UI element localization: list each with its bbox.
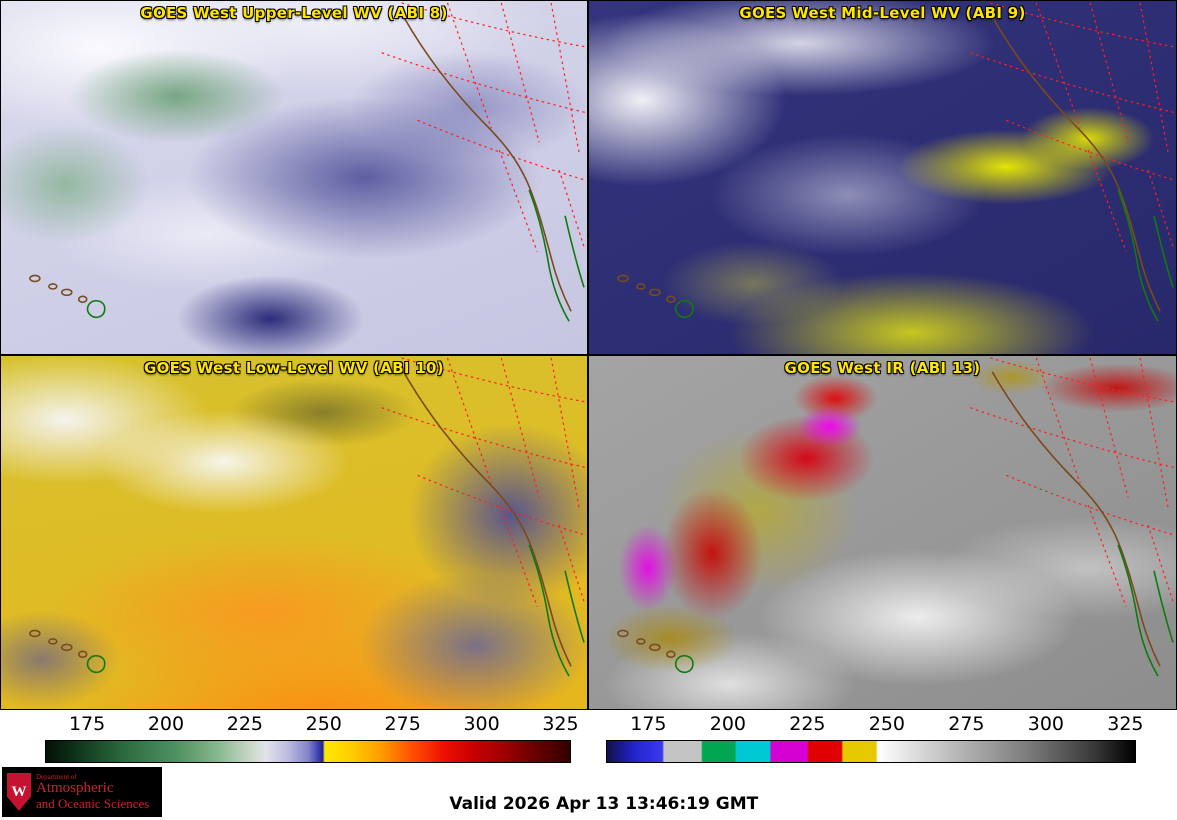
wv-colorbar-block: 175 200 225 250 275 300 325	[45, 710, 579, 763]
ir-colorbar-block: 175 200 225 250 275 300 325	[606, 710, 1144, 763]
panel-title-abi13: GOES West IR (ABI 13)	[784, 359, 981, 377]
wv-colorbar	[45, 740, 571, 763]
logo-dept-prefix: Department of	[36, 772, 77, 781]
logo-text: Department of Atmospheric and Oceanic Sc…	[36, 772, 150, 811]
hawaii-islands	[617, 629, 676, 659]
tick-label: 325	[542, 713, 579, 735]
satellite-panel-grid: GOES West Upper-Level WV (ABI 8) G	[0, 0, 1177, 710]
coastlines	[617, 371, 1174, 677]
satellite-imagery-abi13	[589, 356, 1176, 709]
hawaii-islands	[29, 629, 88, 659]
satellite-imagery-abi9	[589, 1, 1176, 354]
panel-mid-level-wv: GOES West Mid-Level WV (ABI 9)	[588, 0, 1177, 355]
aos-department-logo: W Department of Atmospheric and Oceanic …	[2, 767, 162, 817]
valid-timestamp: Valid 2026 Apr 13 13:46:19 GMT	[449, 794, 759, 814]
panel-title-abi9: GOES West Mid-Level WV (ABI 9)	[739, 4, 1026, 22]
tick-label: 225	[789, 713, 826, 735]
wv-colorbar-ticks: 175 200 225 250 275 300 325	[45, 710, 579, 740]
graticule-lines	[970, 357, 1175, 607]
map-overlay-icon	[617, 2, 1175, 322]
tick-label: 175	[630, 713, 667, 735]
satellite-imagery-abi8	[1, 1, 587, 354]
ir-colorbar	[606, 740, 1136, 763]
hawaii-islands	[29, 274, 88, 304]
tick-label: 300	[463, 713, 500, 735]
graticule-lines	[970, 2, 1175, 252]
tick-label: 300	[1027, 713, 1065, 735]
panel-ir: GOES West IR (ABI 13)	[588, 355, 1177, 710]
tick-label: 275	[948, 713, 985, 735]
bottom-strip: 175 200 225 250 275 300 325 175 200 225 …	[0, 710, 1177, 820]
graticule-lines	[381, 2, 586, 252]
uw-crest-icon: W	[7, 773, 31, 811]
map-overlay-icon	[29, 2, 586, 322]
tick-label: 250	[305, 713, 342, 735]
panel-low-level-wv: GOES West Low-Level WV (ABI 10)	[0, 355, 588, 710]
satellite-imagery-abi10	[1, 356, 587, 709]
logo-line2: and Oceanic Sciences	[36, 795, 150, 811]
tick-label: 325	[1107, 713, 1144, 735]
panel-upper-level-wv: GOES West Upper-Level WV (ABI 8)	[0, 0, 588, 355]
graticule-lines	[381, 357, 586, 607]
logo-line1: Atmospheric	[36, 779, 114, 796]
tick-label: 200	[147, 713, 185, 735]
panel-title-abi10: GOES West Low-Level WV (ABI 10)	[144, 359, 444, 377]
tick-label: 200	[709, 713, 747, 735]
coastlines	[617, 16, 1174, 322]
panel-title-abi8: GOES West Upper-Level WV (ABI 8)	[140, 4, 448, 22]
coastlines	[29, 371, 585, 677]
map-overlay-icon	[617, 357, 1175, 677]
tick-label: 175	[68, 713, 106, 735]
coastlines	[29, 16, 585, 322]
tick-label: 250	[868, 713, 906, 735]
ir-colorbar-ticks: 175 200 225 250 275 300 325	[606, 710, 1143, 740]
hawaii-islands	[617, 274, 676, 304]
tick-label: 225	[226, 713, 264, 735]
map-overlay-icon	[29, 357, 586, 677]
tick-label: 275	[384, 713, 421, 735]
